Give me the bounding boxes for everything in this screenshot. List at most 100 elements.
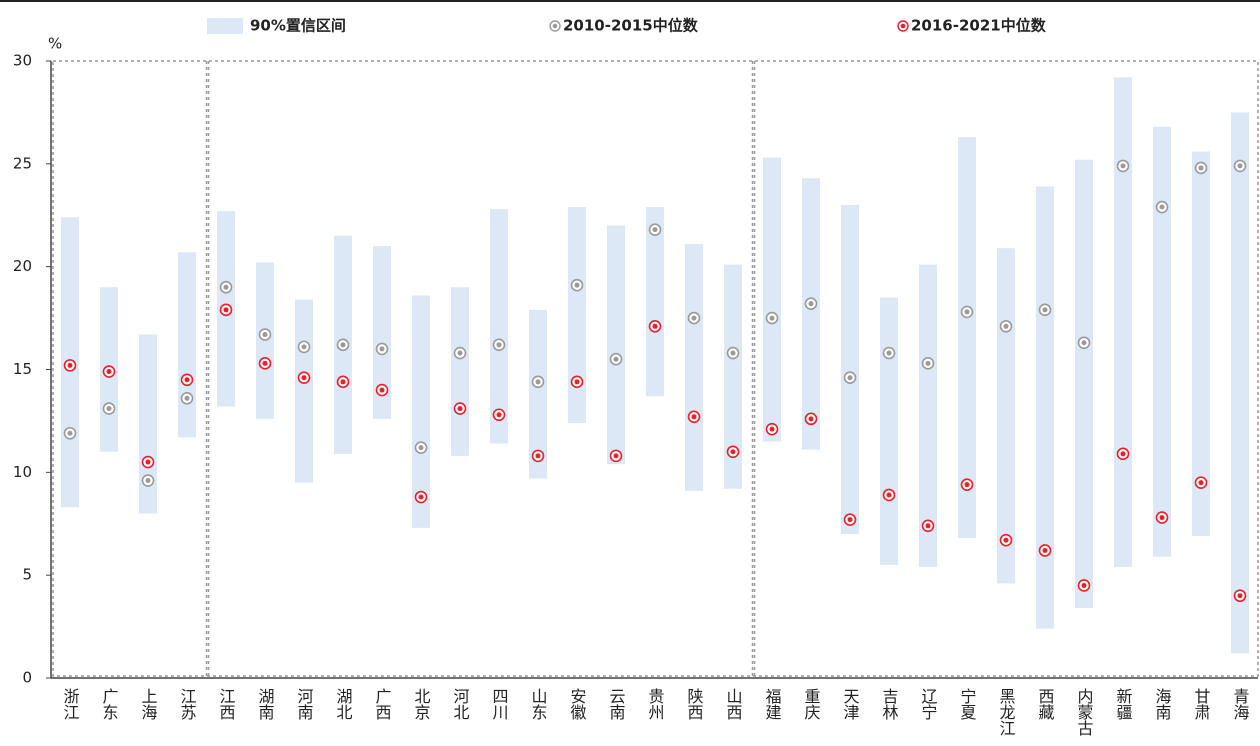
marker-part — [1081, 340, 1087, 346]
median-marker — [1233, 159, 1247, 173]
median-marker — [648, 320, 662, 333]
marker-part — [964, 482, 970, 488]
marker-part — [1237, 163, 1243, 169]
ci-bar — [529, 309, 547, 479]
x-tick-label: 山西 — [724, 688, 743, 720]
marker-part — [1120, 451, 1126, 457]
x-tick-label: 广西 — [373, 688, 392, 720]
median-marker — [687, 410, 701, 424]
marker-part — [574, 282, 580, 288]
marker-part — [496, 342, 502, 348]
median-marker — [999, 320, 1013, 333]
marker-part — [379, 346, 385, 352]
ci-bar — [607, 225, 625, 465]
ci-bar — [997, 248, 1015, 584]
x-tick-label: 湖北 — [334, 688, 353, 720]
median-marker — [765, 422, 779, 436]
median-marker — [414, 490, 428, 504]
ci-bar — [1153, 126, 1171, 557]
median-marker — [804, 297, 818, 310]
ci-bar — [1075, 159, 1093, 609]
median-marker — [1194, 476, 1208, 489]
ci-bar — [373, 246, 391, 419]
x-tick-label: 海南 — [1153, 688, 1172, 720]
marker-part — [847, 375, 853, 381]
marker-part — [184, 395, 190, 401]
marker-part — [379, 387, 385, 393]
ci-bar — [412, 295, 430, 528]
median-marker — [336, 375, 350, 389]
marker-part — [1159, 204, 1165, 210]
x-tick-label: 宁夏 — [958, 688, 977, 720]
marker-part — [1198, 165, 1204, 171]
median-marker — [63, 359, 77, 372]
median-marker — [843, 513, 857, 526]
x-tick-label: 江西 — [217, 688, 236, 720]
median-marker — [921, 357, 935, 370]
marker-part — [1042, 547, 1048, 553]
median-marker — [102, 402, 116, 415]
legend-swatch — [207, 18, 243, 34]
ci-bar — [919, 264, 937, 567]
marker-part — [730, 350, 736, 356]
median-marker — [960, 478, 974, 491]
x-tick-label: 新疆 — [1114, 688, 1133, 720]
marker-part — [925, 523, 931, 529]
x-tick-label: 河北 — [451, 688, 470, 720]
median-marker — [570, 375, 584, 389]
median-marker — [531, 449, 545, 463]
median-marker — [414, 441, 428, 454]
marker-part — [808, 416, 814, 422]
marker-part — [1081, 582, 1087, 588]
median-marker — [531, 375, 545, 389]
median-marker — [1116, 447, 1130, 461]
median-marker — [648, 223, 662, 236]
marker-part — [67, 362, 73, 368]
x-tick-label: 重庆 — [802, 688, 821, 720]
median-marker — [921, 519, 935, 533]
median-marker — [609, 352, 623, 366]
marker-part — [262, 360, 268, 366]
legend-marker — [897, 20, 909, 32]
median-marker — [882, 346, 896, 360]
median-marker — [960, 305, 974, 319]
x-tick-label: 辽宁 — [919, 688, 938, 720]
marker-part — [301, 375, 307, 381]
y-unit: % — [48, 35, 62, 53]
marker-part — [340, 342, 346, 348]
group-box — [52, 60, 1259, 677]
x-tick-label: 西藏 — [1036, 688, 1055, 721]
median-marker — [1116, 159, 1130, 173]
median-marker — [375, 342, 389, 356]
median-marker — [726, 445, 740, 459]
median-marker — [726, 346, 740, 360]
marker-part — [613, 453, 619, 459]
median-marker — [570, 278, 584, 292]
median-marker — [804, 412, 818, 426]
median-marker — [492, 338, 506, 352]
y-tick-label: 15 — [13, 360, 32, 378]
median-marker — [1038, 544, 1052, 557]
median-marker — [1077, 336, 1091, 350]
x-tick-label: 江苏 — [178, 688, 197, 721]
marker-part — [1120, 163, 1126, 169]
legend-label: 90%置信区间 — [250, 17, 346, 35]
x-tick-label: 四川 — [490, 688, 509, 720]
marker-part — [847, 517, 853, 523]
legend-label: 2016-2021中位数 — [911, 17, 1047, 35]
x-tick-label: 安徽 — [568, 688, 587, 720]
marker-part — [900, 23, 906, 29]
marker-part — [1198, 480, 1204, 486]
median-marker — [180, 391, 194, 405]
ci-bar — [1114, 77, 1132, 567]
marker-part — [691, 414, 697, 420]
ci-bar — [295, 299, 313, 483]
marker-part — [886, 492, 892, 498]
marker-part — [262, 332, 268, 338]
marker-part — [340, 379, 346, 385]
median-marker — [102, 365, 116, 378]
median-marker — [336, 338, 350, 352]
marker-part — [730, 449, 736, 455]
ci-bar — [685, 244, 703, 491]
